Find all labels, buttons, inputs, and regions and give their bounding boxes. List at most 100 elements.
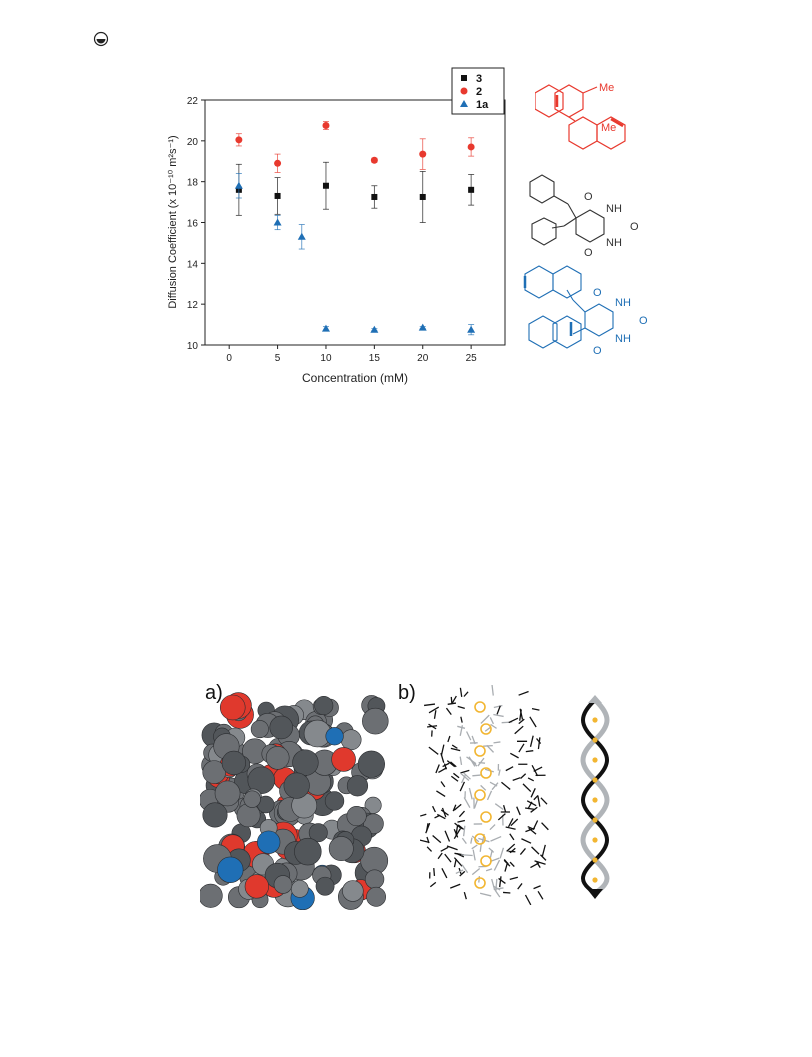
bond-stick [458, 810, 465, 818]
bond-stick [502, 891, 511, 894]
data-point-2 [370, 156, 378, 164]
bond-stick [497, 813, 506, 821]
black-barbiturate-structure: NH NH O O O [529, 174, 639, 258]
bond-stick [446, 760, 456, 768]
bond-stick [533, 820, 539, 829]
double-helix-schematic [580, 695, 610, 899]
bond-stick [462, 825, 466, 837]
bond-stick [457, 725, 466, 729]
bond-stick [524, 894, 532, 905]
bond-stick [494, 889, 501, 898]
bond-stick [449, 883, 461, 889]
y-tick-label: 22 [187, 96, 199, 107]
bond-stick [485, 868, 493, 872]
bond-stick [450, 696, 453, 704]
x-tick-label: 25 [466, 353, 478, 364]
bond-stick [447, 702, 457, 705]
bond-stick [470, 837, 473, 844]
data-point-2 [235, 136, 243, 144]
atom-sphere [273, 875, 293, 894]
bond-stick [493, 741, 501, 744]
bond-stick [530, 788, 536, 798]
bond-stick [457, 705, 465, 710]
y-axis-label: Diffusion Coefficient (x 10⁻¹⁰ m²s⁻¹) [167, 135, 179, 308]
bond-stick [536, 738, 542, 744]
atom-sphere [221, 750, 246, 776]
bond-stick [426, 846, 433, 852]
data-point-2 [467, 143, 475, 151]
bond-stick [442, 762, 450, 768]
bond-stick [461, 854, 473, 857]
bond-stick [518, 743, 525, 753]
atom-sphere [364, 869, 385, 889]
bond-stick [445, 707, 452, 716]
bond-stick [461, 837, 467, 844]
bond-stick [530, 806, 538, 813]
plot-frame [204, 99, 506, 346]
bond-stick [479, 892, 492, 897]
bond-stick [512, 777, 521, 781]
red-binaphthyl-structure: Me Me [535, 82, 626, 150]
atom-sphere [250, 720, 269, 739]
bond-stick [434, 814, 441, 819]
bond-stick [509, 876, 519, 880]
x-tick-label: 5 [275, 353, 281, 364]
bond-stick [493, 859, 501, 871]
nh-label-2: NH [606, 237, 622, 249]
atom-sphere [346, 775, 369, 797]
bond-stick [531, 846, 540, 855]
x-tick-label: 20 [417, 353, 429, 364]
bond-stick [478, 837, 490, 843]
atom-sphere [292, 749, 319, 776]
x-tick-label: 15 [369, 353, 381, 364]
x-tick-label: 0 [226, 353, 232, 364]
data-point-1a [297, 232, 306, 240]
bond-stick [509, 752, 519, 759]
bond-stick [516, 806, 521, 816]
data-point-3 [468, 186, 475, 193]
bond-stick [528, 827, 537, 835]
orange-ring [474, 701, 486, 713]
bond-stick [428, 706, 440, 714]
data-point-3 [322, 182, 329, 189]
bond-stick [451, 744, 458, 749]
bond-stick [541, 844, 546, 857]
atom-sphere [362, 707, 389, 735]
bond-stick [498, 769, 501, 776]
o-label-1: O [584, 191, 593, 203]
bond-stick [460, 716, 463, 723]
orange-ring [474, 789, 486, 801]
bond-stick [534, 860, 546, 865]
bond-stick [440, 752, 445, 763]
me-label-2: Me [601, 122, 616, 134]
bond-stick [521, 838, 532, 844]
data-point-1a [370, 325, 379, 333]
y-tick-label: 14 [187, 259, 199, 270]
atom-sphere [315, 876, 335, 896]
bond-stick [454, 822, 463, 830]
atom-sphere [236, 803, 261, 828]
bond-stick [459, 725, 464, 736]
orange-ring [474, 877, 486, 889]
bond-stick [446, 845, 458, 851]
bond-stick [531, 764, 539, 777]
bond-stick [478, 761, 486, 764]
data-point-2 [419, 150, 427, 158]
bond-stick [489, 824, 496, 831]
bond-stick [537, 795, 541, 807]
bond-stick [457, 824, 465, 830]
bond-stick [525, 750, 534, 753]
atom-sphere [346, 806, 367, 827]
atom-sphere [219, 694, 246, 721]
o-label-2: O [630, 221, 639, 233]
nh-label-4: NH [615, 333, 631, 345]
stick-model-image [420, 685, 549, 905]
o-label-6: O [593, 345, 602, 357]
legend-marker-2 [460, 87, 468, 95]
bond-stick [529, 716, 537, 728]
y-tick-label: 10 [187, 341, 199, 352]
bond-stick [506, 843, 516, 852]
atom-sphere [340, 729, 362, 751]
bond-stick [444, 853, 452, 863]
